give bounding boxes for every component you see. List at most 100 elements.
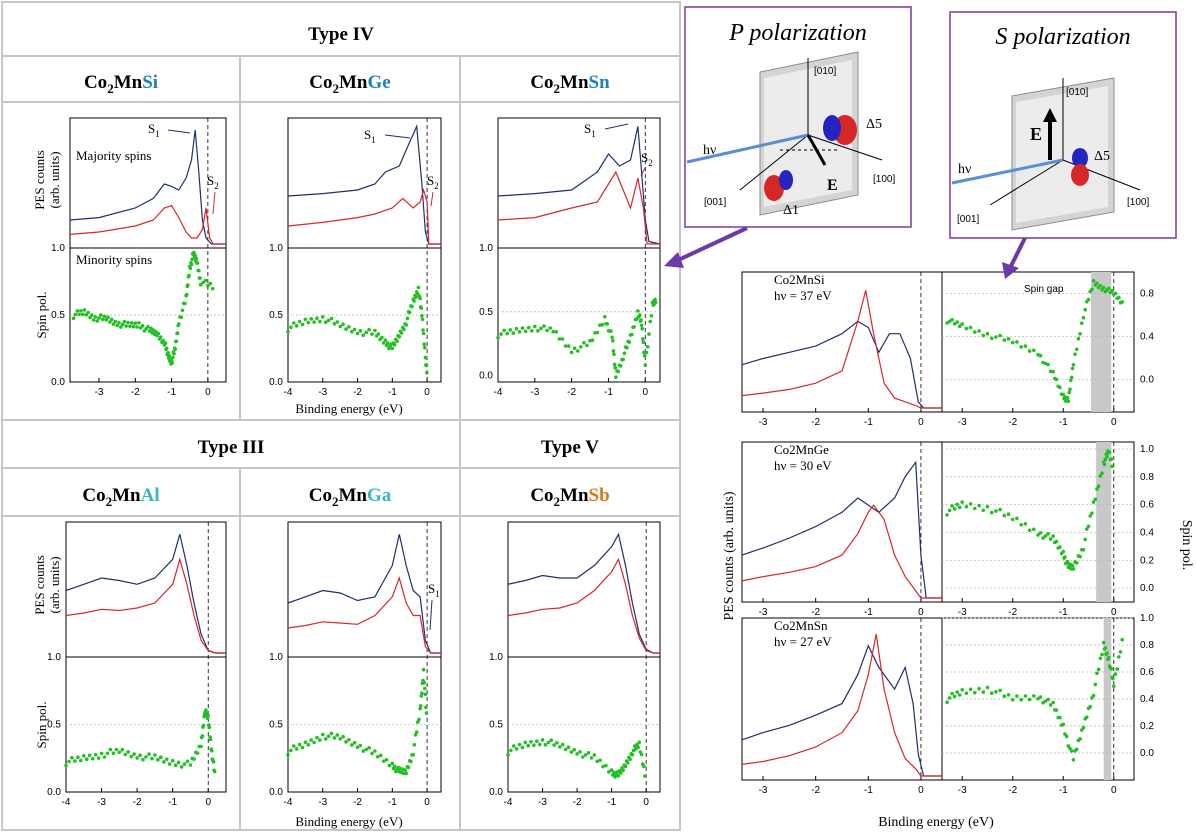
x-tick-label: -1 bbox=[388, 387, 397, 398]
spin-pol-point bbox=[572, 346, 577, 351]
p-axis-100-label: [100] bbox=[873, 174, 895, 185]
x-tick-label: -3 bbox=[759, 785, 768, 796]
spin-pol-point bbox=[1065, 395, 1070, 400]
spin-pol-point bbox=[341, 322, 345, 327]
spin-pol-point bbox=[1088, 704, 1092, 709]
spin-pol-point bbox=[1063, 555, 1067, 559]
y-tick-label: 0.0 bbox=[1140, 748, 1154, 759]
spin-pol-point bbox=[338, 324, 343, 329]
spin-pol-point bbox=[90, 313, 94, 317]
spin-pol-point bbox=[595, 759, 599, 764]
majority-spin-line bbox=[65, 534, 226, 654]
x-tick-label: -4 bbox=[504, 797, 513, 808]
spin-pol-point bbox=[1019, 523, 1023, 527]
spin-pol-point bbox=[645, 345, 650, 349]
spin-pol-point bbox=[138, 753, 142, 757]
x-tick-label: -4 bbox=[62, 797, 71, 808]
spin-pol-point bbox=[172, 352, 176, 356]
x-tick-label: 0 bbox=[642, 387, 648, 398]
spin-pol-point bbox=[1095, 671, 1099, 676]
type-iv-title: Type IV bbox=[308, 24, 374, 45]
spin-pol-point bbox=[985, 332, 990, 336]
spin-pol-point bbox=[323, 737, 328, 741]
spin-pol-point bbox=[1019, 697, 1023, 702]
spin-pol-point bbox=[115, 323, 119, 328]
spin-pol-point bbox=[419, 694, 424, 698]
x-tick-label: -2 bbox=[1008, 417, 1017, 428]
spin-pol-point bbox=[973, 330, 977, 334]
spin-pol-point bbox=[309, 317, 314, 321]
spin-pol-point bbox=[397, 334, 402, 339]
spin-pol-point bbox=[176, 760, 181, 765]
x-tick-label: 0 bbox=[918, 417, 924, 428]
spin-pol-point bbox=[1105, 454, 1109, 459]
majority-spin-line bbox=[507, 532, 660, 654]
y-tick-label: 0.5 bbox=[269, 310, 283, 321]
spin-pol-point bbox=[989, 691, 994, 695]
spin-pol-point bbox=[1091, 279, 1096, 283]
spin-pol-point bbox=[156, 757, 160, 762]
spin-pol-point bbox=[989, 510, 994, 515]
spin-pol-point bbox=[126, 320, 130, 325]
spin-pol-point bbox=[156, 331, 161, 336]
spin-pol-point bbox=[119, 325, 123, 329]
x-tick-label: -2 bbox=[811, 417, 820, 428]
majority-spin-line bbox=[69, 129, 226, 245]
spin-pol-point bbox=[512, 744, 516, 748]
spin-pol-point bbox=[137, 321, 141, 325]
x-tick-label: -3 bbox=[95, 387, 104, 398]
spin-pol-point bbox=[179, 315, 184, 320]
spin-pol-point bbox=[627, 340, 632, 344]
spin-pol-point bbox=[526, 743, 530, 748]
spin-pol-point bbox=[952, 694, 957, 699]
spin-pol-point bbox=[315, 735, 319, 740]
spin-pol-point bbox=[1069, 375, 1074, 380]
s1-arrow-si bbox=[167, 129, 191, 134]
spin-pol-point bbox=[977, 503, 981, 508]
spin-pol-point bbox=[364, 330, 369, 335]
compound-header-al: Co2MnAl bbox=[82, 485, 159, 509]
spin-pol-point bbox=[582, 341, 586, 345]
spin-pol-point bbox=[1081, 547, 1086, 552]
spin-pol-point bbox=[506, 752, 510, 757]
spin-pol-point bbox=[611, 349, 616, 353]
spin-pol-point bbox=[423, 686, 427, 691]
chart-Co2MnSi: 0.0 0.5 1.0 -3 -2 -1 0 bbox=[51, 117, 227, 398]
y-tick-label: 0.0 bbox=[1140, 583, 1154, 594]
spin-pol-point bbox=[610, 335, 614, 340]
spin-pol-point bbox=[1027, 697, 1032, 702]
spin-pol-point bbox=[195, 751, 200, 755]
spin-pol-point bbox=[539, 326, 543, 331]
spin-pol-point bbox=[981, 508, 986, 513]
spin-pol-point bbox=[198, 276, 202, 280]
s1-arrow-ga bbox=[429, 599, 433, 631]
spin-pol-point bbox=[182, 762, 187, 766]
spin-pol-point bbox=[174, 339, 179, 344]
spin-pol-point bbox=[113, 319, 118, 324]
spin-pol-point bbox=[189, 262, 194, 267]
s1-label-si: S1 bbox=[148, 121, 160, 139]
spin-pol-point bbox=[194, 256, 199, 261]
spin-pol-point bbox=[955, 690, 959, 694]
plot-frame bbox=[69, 117, 227, 383]
y-tick-label: 0.0 bbox=[1140, 375, 1154, 386]
spin-pol-point bbox=[210, 748, 214, 753]
spin-pol-point bbox=[536, 329, 540, 333]
spin-pol-point bbox=[502, 328, 506, 333]
spin-pol-point bbox=[418, 296, 422, 301]
spin-pol-point bbox=[621, 357, 625, 362]
spin-pol-point bbox=[195, 261, 200, 265]
spin-pol-point bbox=[1051, 700, 1055, 705]
spin-pol-point bbox=[622, 351, 627, 356]
spin-pol-point bbox=[158, 335, 163, 339]
chart-Co2MnSb: 0.0 0.5 1.0 -4 -3 -2 -1 0 bbox=[489, 521, 661, 808]
spin-pol-point bbox=[93, 315, 98, 319]
spin-pol-point bbox=[123, 752, 128, 757]
spin-pol-point bbox=[332, 736, 337, 740]
spin-pol-point bbox=[1080, 321, 1084, 326]
y-tick-label: 0.0 bbox=[47, 787, 61, 798]
spin-pol-point bbox=[390, 761, 395, 766]
spin-pol-point bbox=[422, 680, 427, 685]
spin-pol-label-top: Spin pol. bbox=[34, 292, 49, 339]
